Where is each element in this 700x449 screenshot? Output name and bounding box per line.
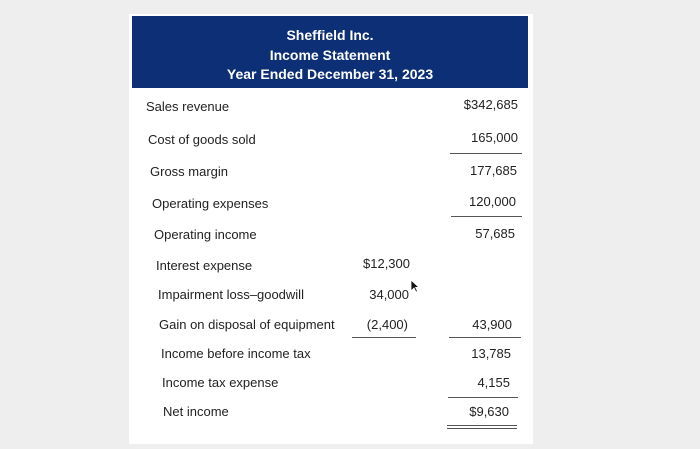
amount-income-tax-expense: 4,155 [477,375,510,390]
row-label-sales-revenue: Sales revenue [146,99,230,114]
inner-amount-interest-expense: $12,300 [363,256,410,271]
amount-net-income: $9,630 [469,404,509,419]
row-label-gain-on-disposal: Gain on disposal of equipment [159,317,335,332]
underline-income-tax-expense [448,397,518,398]
double-underline-net-income [447,425,517,429]
row-label-operating-expenses: Operating expenses [152,196,269,211]
amount-cost-of-goods-sold: 165,000 [471,130,518,145]
underline-cost-of-goods-sold [450,153,522,154]
underline-other-items-net [449,337,521,338]
amount-sales-revenue: $342,685 [463,97,518,112]
statement-header: Sheffield Inc. Income Statement Year End… [132,16,528,88]
row-label-net-income: Net income [163,404,229,419]
underline-operating-expenses [451,216,522,217]
row-label-income-tax-expense: Income tax expense [162,375,279,390]
mouse-pointer-icon [410,279,420,293]
underline-inner-column [352,337,416,338]
amount-operating-income: 57,685 [475,226,515,241]
row-label-gross-margin: Gross margin [150,164,229,179]
statement-title: Income Statement [269,46,391,63]
row-label-interest-expense: Interest expense [156,258,253,273]
statement-period: Year Ended December 31, 2023 [226,66,434,82]
row-label-operating-income: Operating income [154,227,257,242]
amount-other-items-net: 43,900 [472,317,512,332]
company-name: Sheffield Inc. [286,27,374,43]
amount-gross-margin: 177,685 [470,163,517,178]
row-label-impairment-loss: Impairment loss–goodwill [158,287,304,302]
row-label-income-before-tax: Income before income tax [161,346,311,361]
amount-operating-expenses: 120,000 [469,194,516,209]
inner-amount-gain-on-disposal: (2,400) [366,317,408,332]
inner-amount-impairment-loss: 34,000 [369,287,409,302]
row-label-cost-of-goods-sold: Cost of goods sold [148,132,256,147]
amount-income-before-tax: 13,785 [471,346,511,361]
